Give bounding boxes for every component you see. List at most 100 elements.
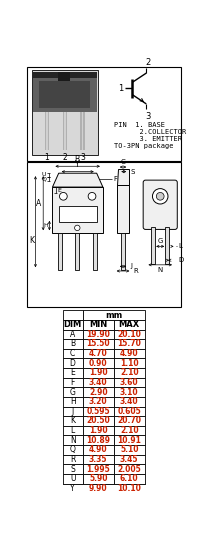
Bar — [82, 368, 113, 378]
Text: G: G — [69, 387, 75, 397]
Bar — [80, 112, 85, 150]
Bar — [62, 112, 67, 150]
Bar — [113, 397, 144, 407]
Text: K: K — [70, 416, 75, 426]
Bar — [62, 407, 82, 416]
Text: 15.50: 15.50 — [86, 340, 109, 348]
Bar — [62, 474, 82, 483]
Polygon shape — [116, 169, 129, 185]
Bar — [113, 387, 144, 397]
Text: N: N — [69, 435, 75, 445]
Text: 1.10: 1.10 — [119, 359, 138, 368]
Bar — [93, 233, 97, 270]
Text: S: S — [70, 464, 75, 474]
Text: 10.10: 10.10 — [117, 484, 140, 493]
Text: 4.90: 4.90 — [119, 349, 138, 358]
Bar — [62, 483, 82, 493]
Bar — [113, 320, 144, 330]
Bar — [113, 435, 144, 445]
Text: MIN: MIN — [89, 320, 107, 329]
Text: 4.90: 4.90 — [88, 445, 107, 455]
Bar — [116, 185, 129, 233]
Text: J: J — [71, 407, 73, 416]
Bar — [113, 339, 144, 349]
Text: H: H — [43, 223, 48, 228]
Bar — [62, 339, 82, 349]
Text: 0.605: 0.605 — [117, 407, 140, 416]
Text: 20.10: 20.10 — [117, 330, 140, 339]
Text: A: A — [36, 199, 41, 208]
Text: 0.595: 0.595 — [86, 407, 109, 416]
Bar — [44, 112, 49, 150]
Bar — [82, 426, 113, 435]
Bar — [62, 416, 82, 426]
Bar — [58, 205, 96, 222]
Bar — [33, 71, 96, 78]
Text: 1.90: 1.90 — [88, 368, 107, 377]
Text: Q: Q — [41, 176, 46, 181]
Bar — [64, 112, 65, 150]
Text: D: D — [177, 257, 182, 263]
Bar — [113, 378, 144, 387]
Text: 20.70: 20.70 — [117, 416, 141, 426]
Text: 3.60: 3.60 — [119, 378, 138, 387]
Text: 2.COLLECTOR: 2.COLLECTOR — [113, 129, 185, 135]
Text: G: G — [157, 238, 162, 244]
Circle shape — [156, 192, 163, 200]
Text: 0.90: 0.90 — [88, 359, 107, 368]
Bar — [62, 368, 82, 378]
Text: S: S — [130, 168, 135, 174]
Bar — [62, 455, 82, 464]
Text: 9.90: 9.90 — [88, 484, 107, 493]
Bar — [27, 67, 180, 161]
Bar — [27, 162, 180, 307]
Text: 2: 2 — [144, 58, 150, 67]
Text: 2.005: 2.005 — [117, 464, 140, 474]
Text: U: U — [42, 172, 46, 177]
Bar — [62, 397, 82, 407]
Text: 2.10: 2.10 — [119, 368, 138, 377]
Bar — [82, 435, 113, 445]
Bar — [82, 445, 113, 455]
Text: E: E — [70, 368, 75, 377]
Bar — [62, 330, 82, 339]
Text: K: K — [29, 237, 34, 245]
Bar — [58, 233, 62, 270]
Text: 15.70: 15.70 — [117, 340, 140, 348]
Bar — [82, 378, 113, 387]
Bar — [82, 483, 113, 493]
Bar — [82, 387, 113, 397]
Bar — [113, 464, 144, 474]
Text: 3: 3 — [144, 112, 150, 120]
Bar — [113, 359, 144, 368]
Text: 3.40: 3.40 — [119, 397, 138, 406]
Bar — [82, 330, 113, 339]
Bar — [82, 416, 113, 426]
Text: 4.70: 4.70 — [88, 349, 107, 358]
Text: C: C — [120, 159, 125, 165]
Text: TO-3PN package: TO-3PN package — [113, 143, 172, 149]
Bar — [82, 320, 113, 330]
Bar — [82, 339, 113, 349]
Text: C: C — [70, 349, 75, 358]
Bar — [82, 407, 113, 416]
Bar — [113, 349, 144, 359]
Bar — [121, 233, 124, 270]
Text: H: H — [69, 397, 75, 406]
Text: U: U — [69, 474, 75, 483]
Text: R: R — [70, 455, 75, 464]
Text: 10.91: 10.91 — [117, 435, 140, 445]
Text: D: D — [69, 359, 75, 368]
Bar — [82, 397, 113, 407]
Bar — [62, 349, 82, 359]
Circle shape — [74, 225, 80, 231]
Bar — [62, 320, 82, 330]
Text: 1: 1 — [117, 84, 122, 93]
Text: mm: mm — [105, 311, 122, 319]
Bar — [62, 378, 82, 387]
Bar — [150, 227, 154, 264]
Bar — [32, 70, 98, 155]
Text: B: B — [70, 340, 75, 348]
Bar — [113, 368, 144, 378]
Bar — [82, 474, 113, 483]
